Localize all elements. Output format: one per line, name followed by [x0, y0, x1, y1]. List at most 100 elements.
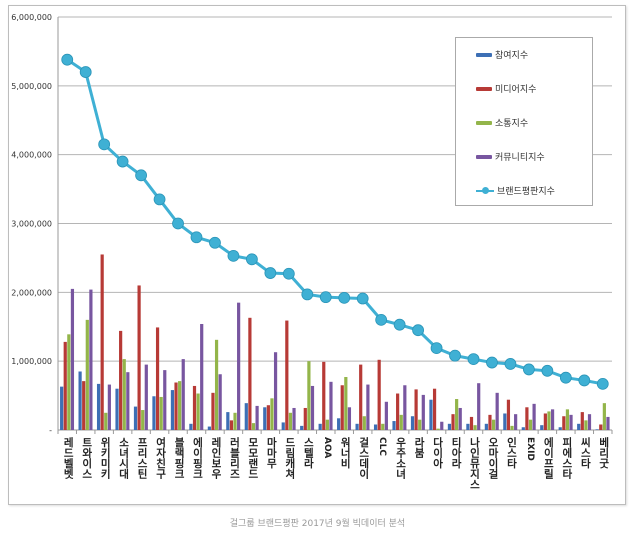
brand-reputation-point [227, 249, 240, 262]
bar-4 [587, 414, 592, 430]
bar-3 [473, 425, 477, 430]
brand-reputation-point [356, 292, 369, 305]
bar-1 [152, 396, 156, 430]
brand-reputation-point [245, 253, 258, 266]
x-tick-label: 티아라 [450, 437, 463, 469]
bar-1 [466, 423, 470, 430]
bar-2 [285, 320, 289, 430]
x-tick-label: 소녀시대 [117, 437, 130, 479]
bar-2 [174, 382, 178, 430]
bar-2 [377, 359, 381, 430]
bar-2 [562, 416, 566, 430]
legend-swatch [476, 120, 492, 125]
bar-3 [159, 396, 163, 430]
x-tick-label: 우주소녀 [394, 437, 407, 479]
bar-4 [329, 381, 333, 430]
x-tick-label: 베리굿 [597, 437, 610, 469]
bar-1 [115, 388, 119, 430]
bar-3 [362, 416, 366, 430]
x-tick-label: 레드벨벳 [62, 437, 75, 479]
bar-2 [580, 412, 584, 430]
y-tick-label: - [49, 426, 52, 435]
bar-3 [491, 419, 496, 430]
bar-1 [96, 383, 101, 430]
bar-3 [325, 419, 329, 430]
brand-reputation-point [282, 267, 295, 280]
x-tick-label: 레인보우 [209, 437, 222, 479]
bar-1 [207, 426, 211, 430]
bar-1 [521, 427, 525, 430]
bar-4 [495, 392, 499, 430]
bar-3 [547, 411, 551, 430]
x-tick-label: 스텔라 [302, 437, 315, 469]
x-tick-label: 마마무 [265, 437, 278, 469]
x-tick-label: 드림캐쳐 [283, 437, 296, 479]
bar-1 [337, 418, 341, 430]
bar-3 [436, 428, 440, 430]
bar-2 [599, 424, 603, 430]
bar-2 [192, 385, 197, 430]
bar-2 [211, 392, 215, 430]
bar-3 [233, 412, 237, 430]
legend-swatch [476, 52, 492, 57]
legend-swatch [476, 86, 492, 91]
bar-1 [300, 425, 304, 430]
brand-reputation-point [172, 217, 184, 230]
brand-reputation-point [153, 193, 166, 206]
brand-reputation-point [116, 155, 129, 168]
bar-1 [263, 407, 267, 430]
legend-label: 브랜드평판지수 [497, 187, 555, 197]
bar-3 [399, 414, 403, 430]
brand-reputation-point [338, 291, 351, 304]
bar-4 [550, 409, 555, 430]
bar-2 [432, 388, 437, 430]
bar-4 [366, 384, 370, 430]
bar-3 [67, 334, 71, 430]
bar-3 [344, 376, 348, 430]
bar-4 [569, 414, 573, 430]
bar-4 [532, 403, 536, 430]
bar-4 [606, 416, 610, 430]
bar-4 [144, 364, 148, 430]
bar-3 [455, 399, 459, 430]
bar-2 [543, 413, 547, 430]
bar-4 [273, 352, 278, 430]
brand-reputation-point [523, 363, 535, 376]
bar-4 [255, 405, 259, 430]
x-tick-label: CLC [377, 437, 388, 456]
bar-4 [70, 288, 75, 430]
brand-reputation-point [79, 66, 92, 78]
x-tick-label: EXID [524, 437, 535, 461]
bar-3 [196, 393, 200, 430]
brand-reputation-point [319, 291, 332, 304]
brand-reputation-point [301, 288, 314, 301]
bar-2 [137, 285, 141, 430]
x-tick-label: AOA [321, 437, 332, 459]
x-tick-label: 모모랜드 [246, 437, 259, 479]
brand-reputation-point [135, 169, 148, 182]
bar-1 [484, 423, 488, 430]
chart-frame [8, 5, 626, 505]
brand-reputation-point [578, 374, 591, 387]
bar-3 [381, 423, 385, 430]
bar-4 [403, 385, 407, 430]
bar-1 [189, 423, 193, 430]
bar-4 [347, 407, 352, 430]
bar-2 [119, 330, 123, 430]
x-tick-label: 피에스타 [560, 437, 573, 479]
bar-2 [469, 416, 474, 430]
bar-2 [63, 341, 67, 430]
bar-4 [107, 384, 111, 430]
bar-3 [510, 425, 514, 430]
bar-1 [392, 421, 396, 430]
bar-2 [82, 381, 86, 430]
bar-2 [229, 420, 234, 430]
x-tick-label: 에이프릴 [542, 437, 555, 479]
y-tick-label: 1,000,000 [11, 357, 52, 366]
bar-3 [418, 419, 422, 430]
bar-3 [85, 319, 89, 430]
brand-reputation-point [467, 353, 480, 366]
x-tick-label: 트와이스 [80, 437, 93, 479]
bar-1 [503, 413, 507, 430]
bar-4 [163, 370, 167, 430]
